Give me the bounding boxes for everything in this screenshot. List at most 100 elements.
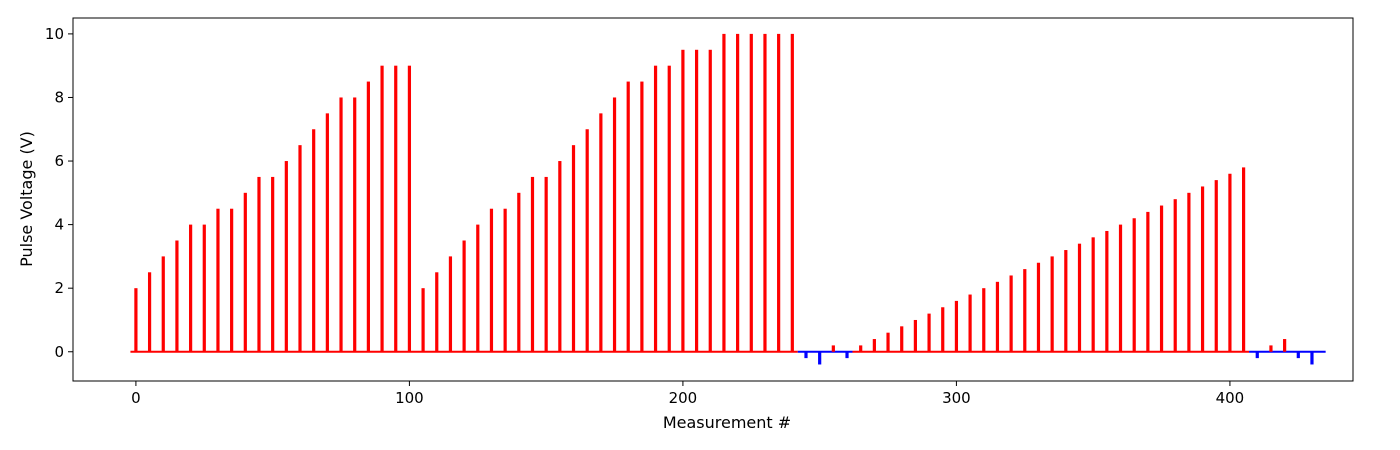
pulse-bar [257,176,261,352]
pulse-bar [161,256,165,352]
pulse-bar [339,97,343,352]
y-tick-label: 2 [54,279,64,297]
pulse-bar [366,81,370,352]
plot-frame [72,17,1354,382]
pulse-bar [1255,351,1259,359]
pulse-bar [612,97,617,352]
pulse-bar [694,49,699,352]
pulse-bar [558,161,562,352]
y-tick-label: 6 [54,152,64,170]
pulse-bar [722,33,726,352]
pulse-bar [763,33,767,352]
pulse-bar [1023,269,1027,352]
pulse-bar [530,176,535,352]
pulse-bar [325,113,329,352]
pulse-bar [1214,180,1218,352]
pulse-bar [421,288,425,352]
axis-ticks: 0 100 200 300 400 0 2 4 6 8 10 [45,25,1244,407]
y-axis-label: Pulse Voltage (V) [17,131,36,267]
pulse-bar [1064,250,1068,352]
pulse-bar [872,339,876,352]
pulse-bar [1200,186,1205,352]
pulse-bar [968,294,972,352]
pulse-bar [353,97,357,352]
pulse-bar [134,288,138,352]
pulse-bar [900,326,904,352]
pulse-bar [1187,192,1191,352]
pulse-bar [626,81,630,352]
pulse-bar [1242,167,1246,352]
pulse-bar [736,33,740,352]
pulse-bar [653,65,658,352]
pulse-bar [927,313,931,352]
pulse-bar [462,240,466,352]
x-axis-label: Measurement # [663,413,791,432]
pulse-bar [859,345,863,352]
pulse-bar [284,161,288,352]
pulse-bars [134,33,1314,365]
pulse-bar [845,351,849,359]
pulse-bar [243,192,247,352]
pulse-bar [544,176,548,352]
pulse-bar [1009,275,1013,352]
pulse-bar [804,351,808,359]
pulse-bar [777,33,781,352]
pulse-bar [394,65,398,352]
pulse-bar [954,300,959,352]
pulse-bar [189,224,193,352]
pulse-bar [407,65,412,352]
pulse-bar [476,224,480,352]
x-tick-label: 0 [131,389,141,407]
pulse-bar [448,256,453,352]
pulse-bar [1091,237,1095,352]
pulse-bar [749,33,753,352]
pulse-bar [995,281,1000,352]
x-tick-label: 100 [395,389,424,407]
pulse-bar [599,113,603,352]
pulse-bar [1269,345,1273,352]
y-tick-label: 4 [54,216,64,234]
pulse-bar [312,129,316,352]
pulse-bar [147,272,152,352]
pulse-bar [503,208,507,352]
pulse-bar [380,65,384,352]
x-tick-label: 200 [669,389,698,407]
pulse-bar [886,332,890,352]
pulse-bar [1173,199,1177,352]
pulse-bar [175,240,179,352]
y-tick-label: 10 [45,25,64,43]
pulse-bar [517,192,521,352]
pulse-bar [435,272,439,352]
x-tick-label: 300 [942,389,971,407]
x-tick-label: 400 [1216,389,1245,407]
pulse-bar [640,81,644,352]
pulse-bar [831,345,835,352]
y-tick-label: 0 [54,343,64,361]
pulse-bar [1077,243,1082,352]
pulse-bar [1296,351,1300,359]
pulse-bar [1159,205,1164,352]
pulse-bar [1228,173,1232,352]
y-tick-label: 8 [54,88,64,106]
pulse-bar [681,49,685,352]
pulse-bar [941,307,945,352]
pulse-bar [216,208,220,352]
pulse-bar [982,288,986,352]
pulse-bar [1310,351,1314,365]
pulse-bar [1036,262,1041,352]
pulse-bar [271,176,275,352]
pulse-bar [790,33,794,352]
pulse-bar [1283,339,1287,352]
pulse-bar [571,145,576,352]
pulse-bar [667,65,671,352]
pulse-bar [1118,224,1123,352]
pulse-bar [202,224,206,352]
pulse-bar [1105,230,1109,352]
pulse-bar [489,208,494,352]
pulse-bar [913,319,917,352]
pulse-bar [585,129,589,352]
pulse-bar [1146,211,1150,352]
pulse-bar [298,145,302,352]
pulse-bar [1132,218,1136,352]
